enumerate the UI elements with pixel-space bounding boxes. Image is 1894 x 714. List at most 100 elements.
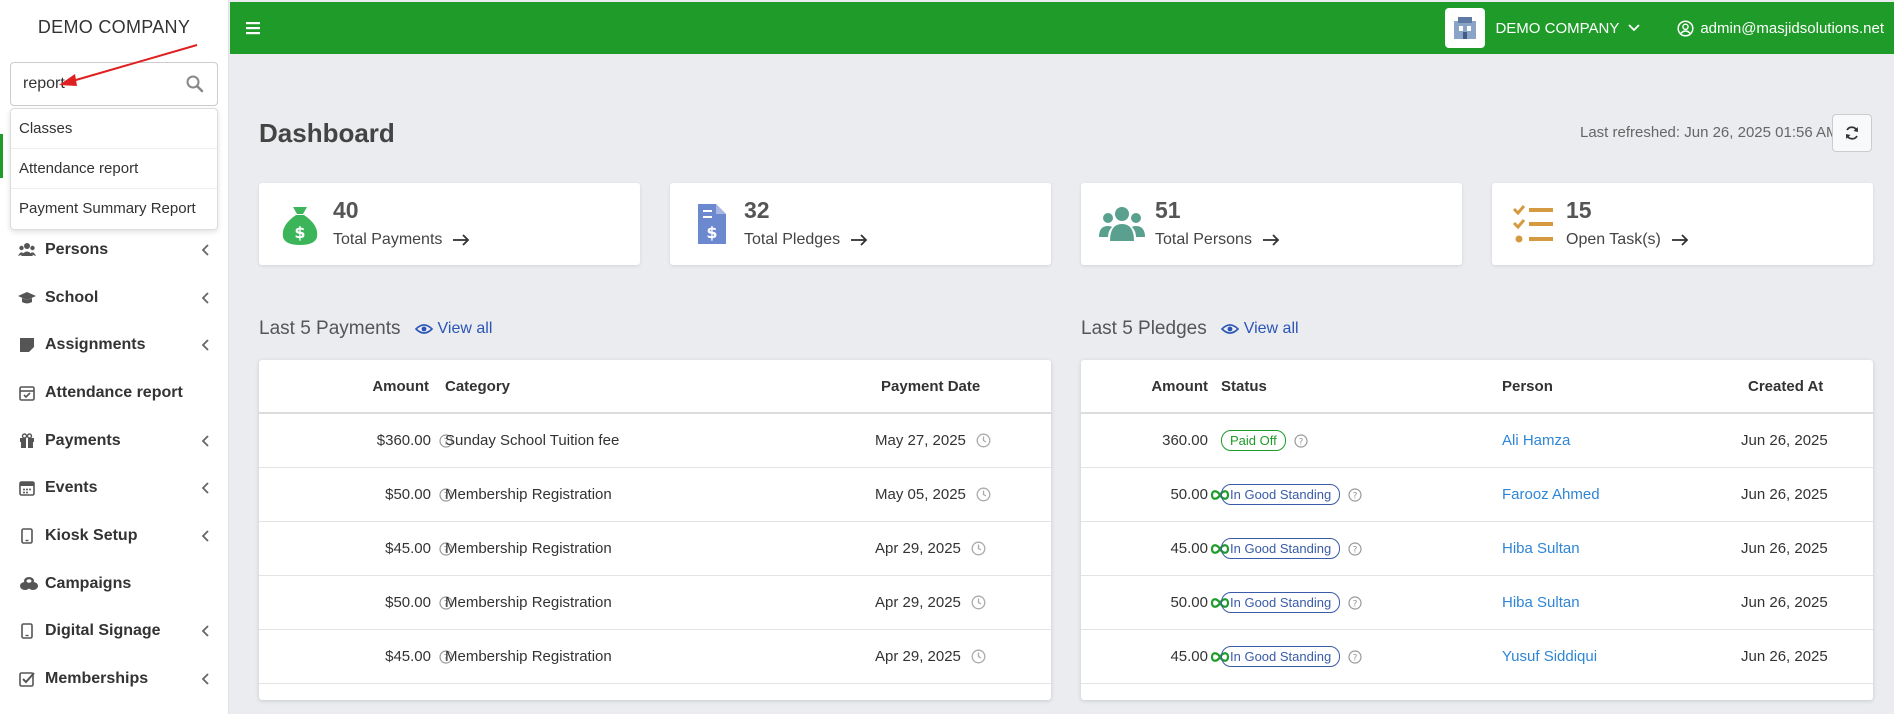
table-row[interactable]: $360.00? Sunday School Tuition fee May 27,…: [259, 414, 1051, 468]
search-icon[interactable]: [185, 74, 205, 94]
svg-text:?: ?: [444, 653, 449, 663]
brand-name[interactable]: DEMO COMPANY: [37, 16, 191, 37]
view-all-label: View all: [1243, 320, 1299, 337]
table-row[interactable]: $50.00? Membership Registration May 05, 20…: [259, 468, 1051, 522]
payment-date-cell: May 05, 2025: [875, 486, 991, 503]
table-row[interactable]: $45.00? Membership Registration Apr 29, 20…: [259, 630, 1051, 684]
question-circle-icon[interactable]: ?: [439, 433, 453, 448]
arrow-right-icon[interactable]: [1671, 234, 1689, 246]
clock-icon: [971, 649, 986, 664]
user-email[interactable]: admin@masjidsolutions.net: [1700, 19, 1884, 37]
chevron-left-icon: [201, 339, 209, 351]
hamburger-menu-icon[interactable]: [244, 20, 264, 36]
sidebar-item-digital-signage[interactable]: Digital Signage: [0, 608, 229, 656]
clock-icon: [971, 595, 986, 610]
created-at: Jun 26, 2025: [1741, 594, 1828, 611]
svg-text:$: $: [294, 223, 305, 242]
view-all-payments-link[interactable]: View all: [414, 320, 492, 338]
arrow-right-icon[interactable]: [850, 234, 868, 246]
column-header-status[interactable]: Status: [1221, 377, 1267, 395]
table-row[interactable]: $50.00? Membership Registration Apr 29, 20…: [259, 576, 1051, 630]
stat-card-pledges[interactable]: $ 32 Total Pledges: [670, 183, 1051, 265]
org-logo[interactable]: [1445, 8, 1486, 48]
pledges-section-header: Last 5 Pledges View all: [1081, 318, 1299, 340]
sidebar-item-kiosk-setup[interactable]: Kiosk Setup: [0, 512, 229, 560]
person-link[interactable]: Yusuf Siddiqui: [1502, 648, 1598, 665]
eye-icon: [1220, 324, 1239, 334]
eye-icon: [414, 324, 433, 334]
question-circle-icon[interactable]: ?: [439, 541, 453, 556]
amount-cell: $45.00?: [385, 648, 453, 665]
created-at: Jun 26, 2025: [1741, 648, 1828, 665]
menu-search-value[interactable]: report: [23, 75, 65, 92]
table-row[interactable]: 45.00 In Good Standing? Yusuf Siddiqui Jun …: [1081, 630, 1873, 684]
stat-card-payments[interactable]: $ 40 Total Payments: [259, 183, 640, 265]
table-row[interactable]: 50.00 In Good Standing? Farooz Ahmed Jun 26…: [1081, 468, 1873, 522]
table-row[interactable]: 50.00 In Good Standing? Hiba Sultan Jun 26,…: [1081, 576, 1873, 630]
question-circle-icon[interactable]: ?: [1348, 595, 1362, 610]
category-cell: Sunday School Tuition fee: [445, 432, 619, 449]
person-link[interactable]: Ali Hamza: [1502, 432, 1571, 449]
question-circle-icon[interactable]: ?: [1348, 541, 1362, 556]
person-link[interactable]: Hiba Sultan: [1502, 594, 1580, 611]
stat-card-persons[interactable]: 51 Total Persons: [1081, 183, 1462, 265]
refresh-button[interactable]: [1832, 114, 1872, 152]
arrow-right-icon[interactable]: [452, 234, 470, 246]
question-circle-icon[interactable]: ?: [1294, 433, 1308, 448]
sidebar-item-school[interactable]: School: [0, 274, 229, 322]
table-row[interactable]: 45.00 In Good Standing? Hiba Sultan Jun 26,…: [1081, 522, 1873, 576]
stat-card-tasks[interactable]: 15 Open Task(s): [1492, 183, 1873, 265]
question-circle-icon[interactable]: ?: [439, 595, 453, 610]
column-header-category[interactable]: Category: [445, 377, 511, 395]
column-header-payment-date[interactable]: Payment Date: [881, 377, 981, 395]
stat-label: Total Payments: [333, 231, 443, 248]
amount-cell: 360.00: [1162, 432, 1208, 449]
page-title: Dashboard: [259, 118, 395, 148]
question-circle-icon[interactable]: ?: [1348, 487, 1362, 502]
tablet-icon: [21, 528, 33, 544]
svg-text:?: ?: [1298, 437, 1303, 447]
column-header-amount[interactable]: Amount: [1151, 377, 1208, 395]
svg-text:?: ?: [1353, 599, 1358, 609]
sidebar-item-campaigns[interactable]: Campaigns: [0, 560, 229, 608]
sidebar-item-events[interactable]: Events: [0, 464, 229, 512]
view-all-pledges-link[interactable]: View all: [1220, 320, 1299, 338]
search-result-attendance-report[interactable]: Attendance report: [11, 149, 217, 189]
sidebar-item-assignments[interactable]: Assignments: [0, 321, 229, 369]
person-cell[interactable]: Hiba Sultan: [1502, 540, 1580, 557]
person-link[interactable]: Farooz Ahmed: [1502, 486, 1600, 503]
sidebar-item-attendance-report[interactable]: Attendance report: [0, 369, 229, 417]
column-header-amount[interactable]: Amount: [372, 377, 429, 395]
search-result-classes[interactable]: Classes: [11, 109, 217, 149]
person-cell[interactable]: Hiba Sultan: [1502, 594, 1580, 611]
search-result-payment-summary-report[interactable]: Payment Summary Report: [19, 200, 196, 217]
column-header-person[interactable]: Person: [1502, 377, 1553, 395]
stat-value: 51: [1155, 197, 1181, 223]
sidebar-item-label: Campaigns: [45, 574, 132, 592]
table-row[interactable]: $45.00? Membership Registration Apr 29, 20…: [259, 522, 1051, 576]
payment-date: Apr 29, 2025: [875, 648, 961, 665]
category-cell: Membership Registration: [445, 540, 612, 557]
person-link[interactable]: Hiba Sultan: [1502, 540, 1580, 557]
person-cell[interactable]: Farooz Ahmed: [1502, 486, 1600, 503]
question-circle-icon[interactable]: ?: [1348, 649, 1362, 664]
question-circle-icon[interactable]: ?: [439, 487, 453, 502]
table-row[interactable]: 360.00 Paid Off? Ali Hamza Jun 26, 2025: [1081, 414, 1873, 468]
sidebar-item-persons[interactable]: Persons: [0, 226, 229, 274]
arrow-right-icon[interactable]: [1262, 234, 1280, 246]
sidebar-item-memberships[interactable]: Memberships: [0, 655, 229, 703]
category-cell: Membership Registration: [445, 648, 612, 665]
sidebar-item-payments[interactable]: Payments: [0, 417, 229, 465]
menu-search-input[interactable]: report: [10, 62, 218, 106]
amount-cell: $360.00?: [377, 432, 453, 449]
person-cell[interactable]: Ali Hamza: [1502, 432, 1570, 449]
org-name[interactable]: DEMO COMPANY: [1495, 19, 1620, 37]
clock-icon: [976, 433, 991, 448]
column-header-created-at[interactable]: Created At: [1748, 377, 1824, 395]
chevron-down-icon[interactable]: [1627, 23, 1641, 33]
person-cell[interactable]: Yusuf Siddiqui: [1502, 648, 1597, 665]
question-circle-icon[interactable]: ?: [439, 649, 453, 664]
section-title: Last 5 Pledges: [1081, 318, 1207, 339]
top-navbar: DEMO COMPANY admin@masjidsolutions.net: [230, 2, 1894, 54]
search-results-dropdown: Classes Attendance report Payment Summar…: [10, 108, 218, 230]
